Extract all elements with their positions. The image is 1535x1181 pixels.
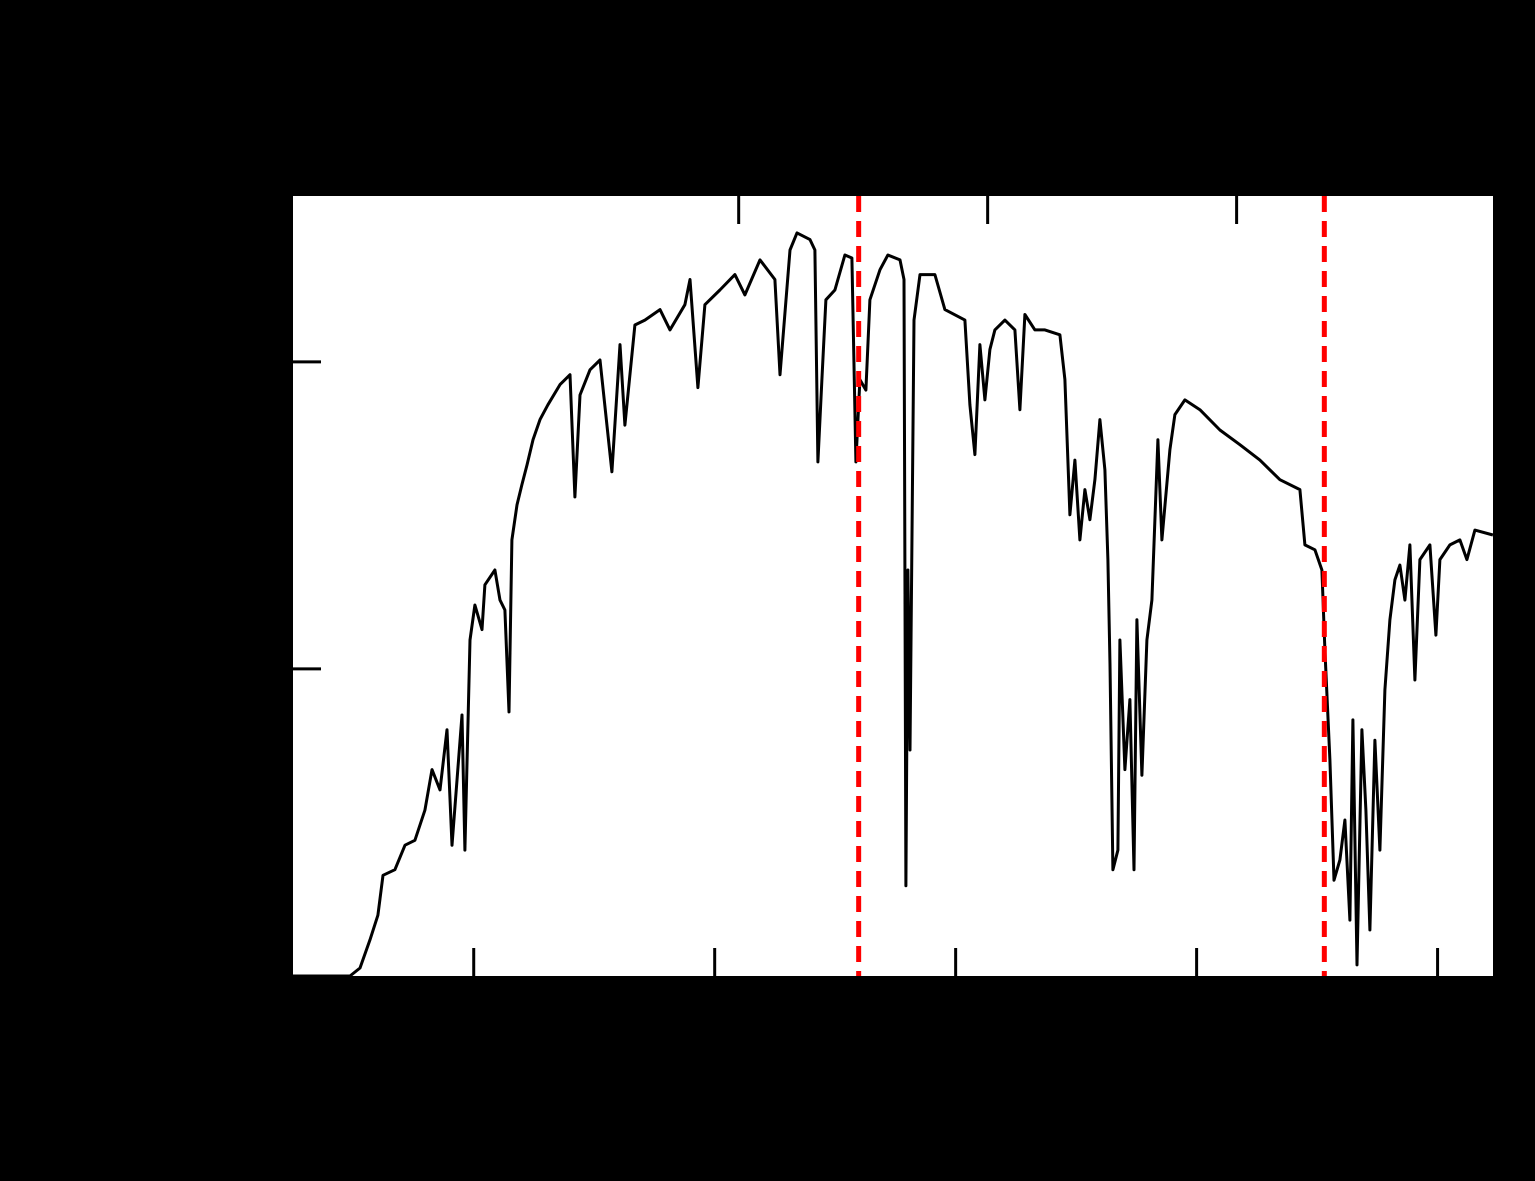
plot-area	[293, 196, 1493, 976]
spectrum-line	[293, 231, 1494, 978]
